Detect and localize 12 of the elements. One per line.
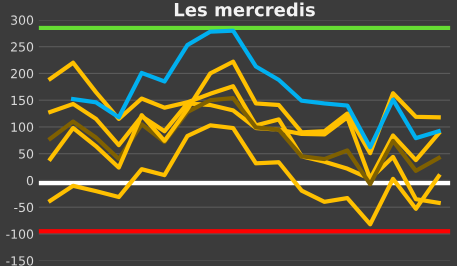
y-tick-label: 200 <box>11 68 34 78</box>
y-tick-label: 100 <box>12 122 34 132</box>
line-series <box>71 28 441 150</box>
y-tick-label: -50 <box>14 202 34 212</box>
y-tick-label: -150 <box>6 256 34 266</box>
y-tick-label: -100 <box>6 229 34 239</box>
y-tick-label: 50 <box>19 149 34 159</box>
chart-title: Les mercredis <box>174 2 315 16</box>
y-tick-label: 300 <box>11 15 34 25</box>
y-tick-label: 150 <box>12 96 34 106</box>
y-tick-label: 0 <box>26 176 34 186</box>
y-tick-label: 250 <box>11 42 34 52</box>
